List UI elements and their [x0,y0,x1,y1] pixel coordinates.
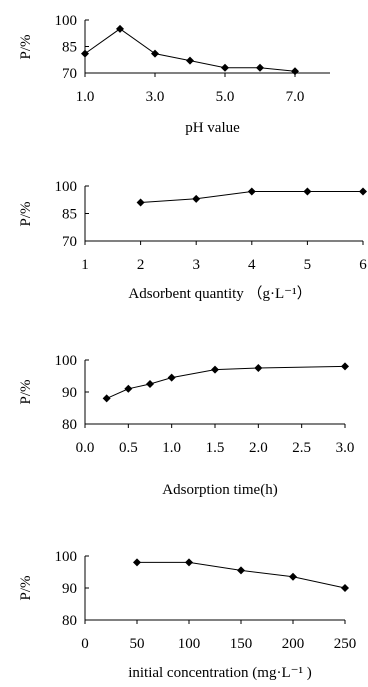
data-point [186,56,194,65]
data-point [254,364,263,372]
y-tick-label: 90 [62,385,77,401]
y-axis-label: P/% [18,575,34,600]
x-tick-label: 50 [130,636,145,652]
x-tick-label: 1.0 [162,440,181,456]
data-point [185,558,193,567]
x-tick-label: 1.0 [76,89,95,105]
data-point [341,362,349,371]
y-tick-label: 70 [62,66,77,82]
x-axis-label: Adsorbent quantity （g·L⁻¹） [128,285,311,302]
x-tick-label: 3.0 [336,440,355,456]
x-tick-label: 200 [282,636,305,652]
x-tick-label: 100 [178,636,201,652]
x-tick-label: 3 [192,257,200,273]
x-tick-label: 3.0 [146,89,165,105]
data-point [237,566,245,575]
y-tick-label: 100 [55,549,78,565]
data-point [221,63,229,72]
x-tick-label: 5 [304,257,312,273]
x-tick-label: 1.5 [206,440,225,456]
x-tick-label: 0.0 [76,440,95,456]
data-point [102,394,111,403]
x-tick-label: 2.0 [249,440,268,456]
y-axis-label: P/% [18,34,34,59]
chart-panel-3: 80 90 100 0.0 0.5 1.0 1.5 2.0 2.5 3.0 P/% Adsorptio… [18,353,354,498]
x-axis-label: Adsorption time(h) [162,482,277,498]
y-tick-label: 80 [62,417,77,433]
data-point [116,24,124,33]
data-point [81,49,89,58]
data-point [341,584,349,592]
series-line [84,28,296,72]
y-tick-label: 100 [55,353,78,369]
x-axis-label: initial concentration (mg·L⁻¹ ) [128,665,312,681]
data-point [136,198,145,207]
y-tick-label: 100 [55,13,78,29]
chart-panel-1: 70 85 100 1.0 3.0 5.0 7.0 P/% pH value [18,13,330,136]
data-point [303,187,312,196]
data-point [151,49,159,58]
data-point [359,187,367,196]
data-point [124,384,133,393]
series-line [137,561,346,589]
y-axis-label: P/% [18,201,34,226]
data-point [291,67,299,76]
series-line [106,365,346,399]
chart-panel-4: 80 90 100 0 50 100 150 200 250 P/% initial concent… [18,549,356,681]
x-tick-label: 1 [81,257,89,273]
y-tick-label: 90 [62,581,77,597]
x-tick-label: 0 [81,636,89,652]
x-tick-label: 150 [230,636,253,652]
x-tick-label: 250 [334,636,357,652]
data-point [247,187,256,196]
data-point [133,558,141,567]
data-point [192,194,201,203]
data-point [256,63,264,72]
data-point [211,365,219,374]
data-point [146,380,154,388]
x-tick-label: 0.5 [119,440,138,456]
y-axis-label: P/% [18,379,34,404]
x-tick-label: 6 [359,257,367,273]
y-tick-label: 80 [62,613,77,629]
x-tick-label: 2 [137,257,145,273]
x-axis-label: pH value [185,120,240,136]
x-tick-label: 2.5 [292,440,311,456]
y-tick-label: 70 [62,234,77,250]
y-tick-label: 100 [55,179,78,195]
chart-panel-2: 70 85 100 1 2 3 4 5 6 P/% Adsorbent quantity （g·L⁻… [18,179,367,302]
data-point [289,572,297,581]
x-tick-label: 7.0 [286,89,305,105]
y-tick-label: 85 [62,40,77,56]
data-point [167,373,176,382]
x-tick-label: 4 [248,257,256,273]
y-tick-label: 85 [62,207,77,223]
x-tick-label: 5.0 [216,89,235,105]
